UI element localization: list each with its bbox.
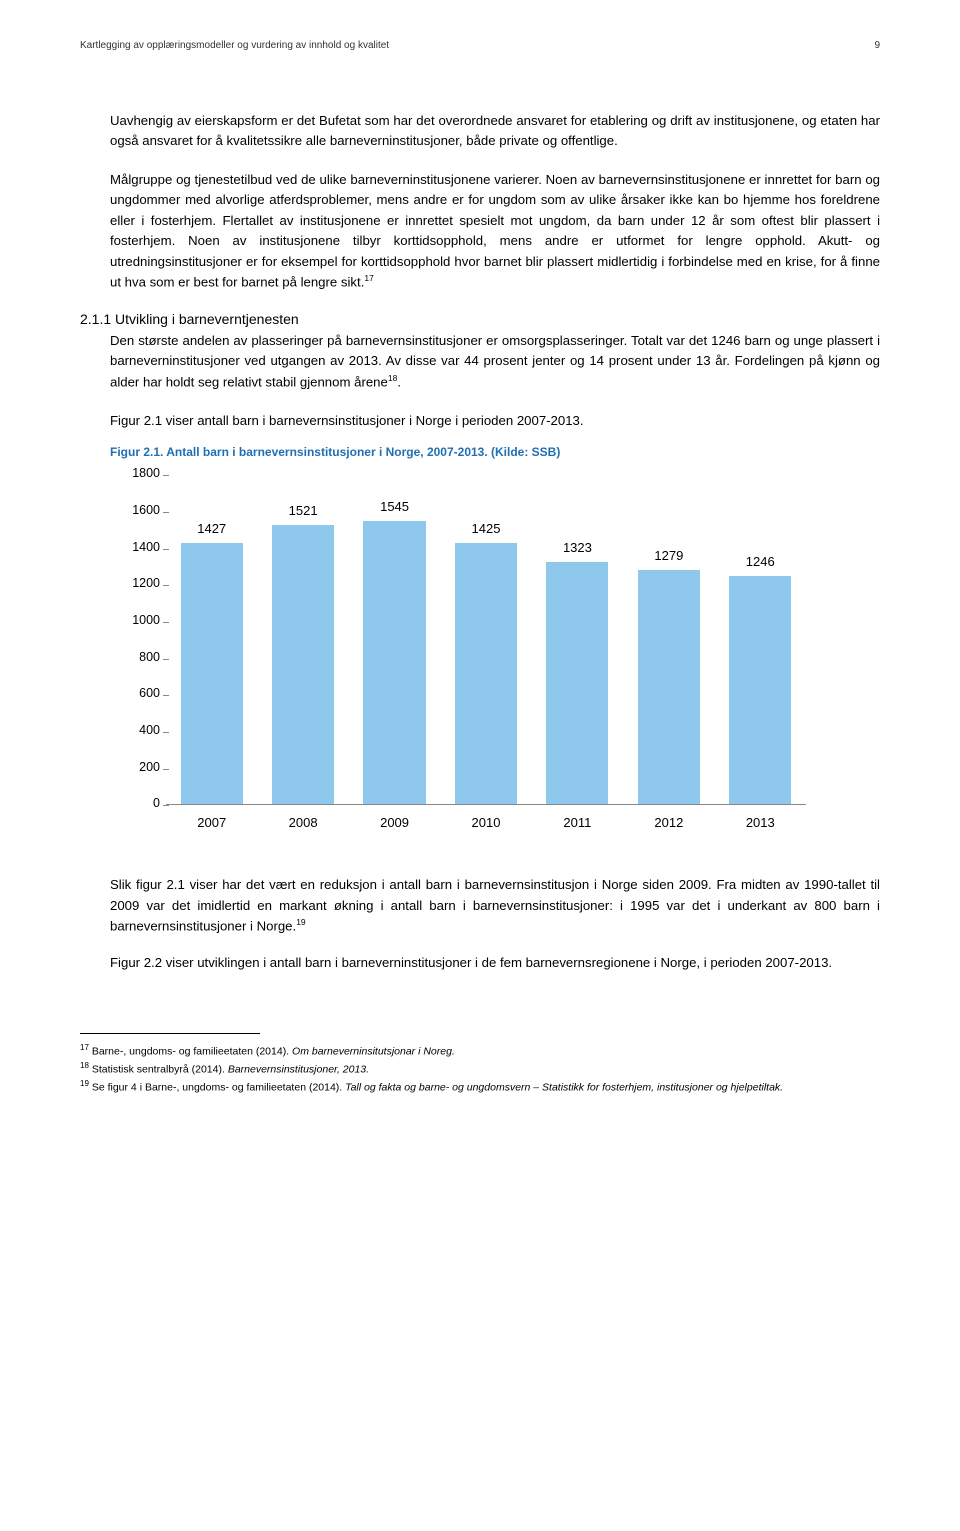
footnote-ref-18: 18 bbox=[388, 373, 397, 383]
chart-bar-value: 1425 bbox=[455, 521, 517, 536]
chart-plot-area: 1427 1521 1545 1425 1323 1279 1246 bbox=[166, 475, 806, 805]
chart-bar-value: 1323 bbox=[546, 540, 608, 555]
y-tick-label: 400 bbox=[110, 723, 160, 737]
post-figure-1-text: Slik figur 2.1 viser har det vært en red… bbox=[110, 877, 880, 933]
x-tick-label: 2013 bbox=[715, 815, 806, 830]
footnote-18-text-a: Statistisk sentralbyrå (2014). bbox=[92, 1064, 228, 1076]
chart-bar: 1545 bbox=[363, 521, 425, 804]
section-body-text: Den største andelen av plasseringer på b… bbox=[110, 333, 880, 389]
x-tick-label: 2010 bbox=[440, 815, 531, 830]
y-tick-mark bbox=[163, 805, 169, 806]
y-tick-mark bbox=[163, 769, 169, 770]
footnote-17-num: 17 bbox=[80, 1043, 89, 1052]
x-tick-label: 2007 bbox=[166, 815, 257, 830]
x-tick-label: 2012 bbox=[623, 815, 714, 830]
y-tick-mark bbox=[163, 622, 169, 623]
y-tick-mark bbox=[163, 659, 169, 660]
post-figure-paragraph-1: Slik figur 2.1 viser har det vært en red… bbox=[110, 875, 880, 937]
y-tick-label: 800 bbox=[110, 650, 160, 664]
chart-bar: 1427 bbox=[181, 543, 243, 805]
page-header: Kartlegging av opplæringsmodeller og vur… bbox=[80, 40, 880, 51]
bar-chart: 1427 1521 1545 1425 1323 1279 1246 0 200 400 600 80… bbox=[110, 469, 880, 849]
footnote-19: 19 Se figur 4 i Barne-, ungdoms- og fami… bbox=[80, 1078, 880, 1096]
chart-bar-value: 1521 bbox=[272, 503, 334, 518]
footnote-18-text-b: Barnevernsinstitusjoner, 2013. bbox=[228, 1064, 369, 1076]
footnote-17-text-b: Om barneverninsitutsjonar i Noreg. bbox=[292, 1046, 455, 1058]
y-tick-label: 1000 bbox=[110, 613, 160, 627]
chart-bar-value: 1279 bbox=[638, 548, 700, 563]
chart-bar-value: 1246 bbox=[729, 554, 791, 569]
chart-bar-value: 1427 bbox=[181, 521, 243, 536]
figure-intro-sentence: Figur 2.1 viser antall barn i barneverns… bbox=[110, 411, 880, 431]
y-tick-label: 1400 bbox=[110, 540, 160, 554]
post-figure-paragraph-2: Figur 2.2 viser utviklingen i antall bar… bbox=[110, 953, 880, 973]
chart-bar: 1425 bbox=[455, 543, 517, 804]
intro-paragraph-1: Uavhengig av eierskapsform er det Bufeta… bbox=[110, 111, 880, 152]
y-tick-label: 0 bbox=[110, 796, 160, 810]
section-heading: 2.1.1 Utvikling i barneverntjenesten bbox=[80, 311, 880, 327]
footnote-17-text-a: Barne-, ungdoms- og familieetaten (2014)… bbox=[92, 1046, 292, 1058]
y-tick-label: 1200 bbox=[110, 576, 160, 590]
section-body: Den største andelen av plasseringer på b… bbox=[110, 331, 880, 393]
footnote-19-num: 19 bbox=[80, 1079, 89, 1088]
header-left: Kartlegging av opplæringsmodeller og vur… bbox=[80, 40, 389, 51]
section-number: 2.1.1 bbox=[80, 311, 111, 327]
footnote-ref-19: 19 bbox=[296, 917, 305, 927]
chart-bar: 1323 bbox=[546, 562, 608, 805]
footnote-18-num: 18 bbox=[80, 1061, 89, 1070]
footnote-ref-17: 17 bbox=[364, 273, 373, 283]
intro-paragraph-2: Målgruppe og tjenestetilbud ved de ulike… bbox=[110, 170, 880, 293]
x-tick-label: 2008 bbox=[257, 815, 348, 830]
y-tick-mark bbox=[163, 512, 169, 513]
x-tick-label: 2009 bbox=[349, 815, 440, 830]
footnote-19-text-a: Se figur 4 i Barne-, ungdoms- og familie… bbox=[92, 1081, 345, 1093]
y-tick-mark bbox=[163, 475, 169, 476]
footnote-17: 17 Barne-, ungdoms- og familieetaten (20… bbox=[80, 1042, 880, 1060]
section-body-tail: . bbox=[397, 374, 401, 389]
figure-caption: Figur 2.1. Antall barn i barnevernsinsti… bbox=[110, 445, 880, 459]
chart-bar: 1521 bbox=[272, 525, 334, 804]
y-tick-label: 200 bbox=[110, 760, 160, 774]
y-tick-mark bbox=[163, 549, 169, 550]
x-tick-label: 2011 bbox=[532, 815, 623, 830]
header-page-number: 9 bbox=[874, 40, 880, 51]
footnote-18: 18 Statistisk sentralbyrå (2014). Barnev… bbox=[80, 1060, 880, 1078]
y-tick-label: 1800 bbox=[110, 466, 160, 480]
intro-paragraph-2-text: Målgruppe og tjenestetilbud ved de ulike… bbox=[110, 172, 880, 290]
y-tick-mark bbox=[163, 585, 169, 586]
y-tick-mark bbox=[163, 695, 169, 696]
y-tick-label: 600 bbox=[110, 686, 160, 700]
footnote-19-text-b: Tall og fakta og barne- og ungdomsvern –… bbox=[345, 1081, 783, 1093]
chart-bar-value: 1545 bbox=[363, 499, 425, 514]
footnotes-divider bbox=[80, 1033, 260, 1034]
chart-bar: 1279 bbox=[638, 570, 700, 804]
section-title: Utvikling i barneverntjenesten bbox=[115, 311, 299, 327]
chart-bar: 1246 bbox=[729, 576, 791, 804]
y-tick-mark bbox=[163, 732, 169, 733]
y-tick-label: 1600 bbox=[110, 503, 160, 517]
